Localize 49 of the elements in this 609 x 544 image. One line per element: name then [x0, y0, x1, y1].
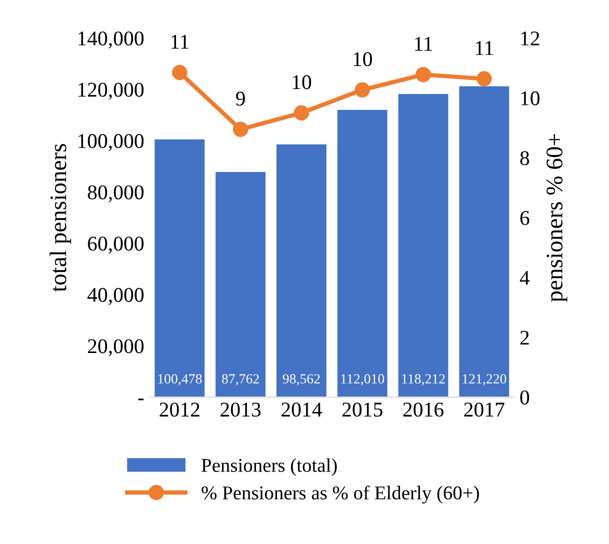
data-label: 100,478 — [158, 374, 202, 386]
data-label: 9 — [236, 92, 245, 106]
y2-tick-label: 8 — [520, 151, 530, 166]
data-label: 112,010 — [341, 374, 384, 386]
y-tick-label: - — [138, 398, 144, 400]
point — [294, 105, 310, 121]
x-tick-label: 2017 — [464, 402, 504, 417]
legend-label: Pensioners (total) — [202, 458, 337, 476]
y2-tick-label: 2 — [520, 330, 529, 345]
x-tick-label: 2016 — [403, 402, 444, 417]
data-label: 11 — [476, 41, 493, 55]
y2-tick-label: 12 — [521, 32, 540, 46]
bar — [154, 139, 205, 398]
point — [354, 82, 370, 98]
data-label: 10 — [354, 52, 372, 66]
y-tick-label: 60,000 — [88, 236, 144, 254]
y-tick-label: 40,000 — [87, 288, 144, 305]
bar — [398, 94, 448, 398]
x-tick-label: 2013 — [220, 402, 261, 417]
data-label: 98,562 — [282, 374, 320, 386]
point — [232, 122, 248, 137]
bar — [216, 172, 266, 398]
point — [172, 64, 188, 80]
y-tick-label: 20,000 — [88, 339, 144, 356]
y2-tick-label: 6 — [520, 211, 530, 226]
x-tick-label: 2014 — [282, 402, 322, 417]
y2-tick-label: 4 — [520, 270, 530, 285]
y-tick-label: 80,000 — [88, 185, 144, 202]
data-label: 11 — [415, 36, 432, 51]
y-tick-label: 120,000 — [78, 82, 144, 100]
y2-tick-label: 10 — [521, 91, 540, 106]
data-label: 10 — [292, 75, 312, 90]
y-tick-label: 100,000 — [78, 134, 144, 152]
bar — [276, 144, 326, 398]
data-label: 87,762 — [222, 374, 259, 386]
point — [476, 71, 492, 86]
data-label: 11 — [171, 34, 188, 49]
point — [416, 66, 431, 82]
x-tick-label: 2015 — [342, 402, 382, 417]
y2-tick-label: 0 — [520, 390, 530, 405]
bar — [337, 110, 388, 398]
x-tick-label: 2012 — [160, 402, 200, 417]
y-tick-label: 140,000 — [78, 31, 144, 49]
data-label: 118,212 — [402, 374, 445, 386]
data-label: 121,220 — [462, 374, 506, 386]
bar — [459, 86, 510, 398]
y2-axis-title: pensioners % 60+ — [546, 134, 568, 302]
y-axis-title: total pensioners — [50, 144, 72, 292]
legend-label: % Pensioners as % of Elderly (60+) — [202, 486, 479, 504]
